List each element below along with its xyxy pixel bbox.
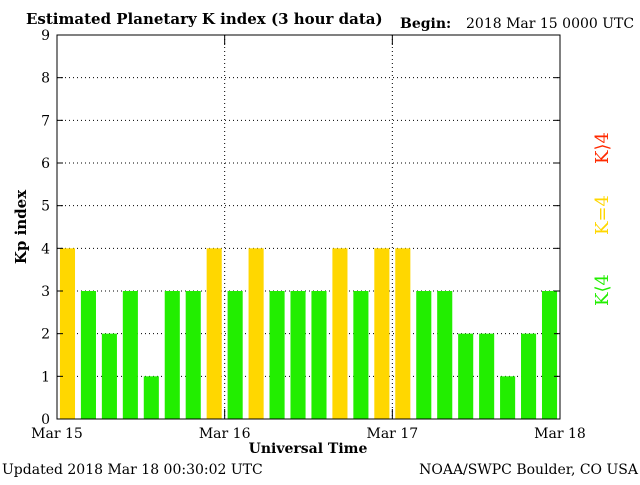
kp-bar — [521, 333, 537, 419]
kp-bar — [101, 333, 117, 419]
legend-equal: K=4 — [592, 195, 613, 235]
chart-title: Estimated Planetary K index (3 hour data… — [26, 10, 383, 28]
kp-bar — [290, 291, 306, 419]
x-axis-ticks: Mar 15 Mar 16 Mar 17 Mar 18 — [31, 35, 586, 442]
data-source: NOAA/SWPC Boulder, CO USA — [419, 462, 639, 478]
kp-bar — [395, 248, 411, 419]
y-axis-label: Kp index — [12, 189, 30, 264]
y-tick-label: 7 — [41, 113, 50, 129]
kp-bar — [164, 291, 180, 419]
kp-bar — [416, 291, 432, 419]
plot-frame — [56, 34, 561, 420]
y-tick-label: 5 — [41, 199, 50, 215]
y-tick-label: 8 — [41, 71, 50, 87]
y-tick-label: 4 — [41, 241, 50, 257]
y-tick-label: 6 — [41, 156, 50, 172]
y-tick-label: 9 — [41, 28, 50, 44]
kp-bar — [269, 291, 285, 419]
kp-bar — [206, 248, 222, 419]
kp-bar — [458, 333, 474, 419]
kp-bar — [479, 333, 495, 419]
y-tick-label: 2 — [41, 327, 50, 343]
begin-value: 2018 Mar 15 0000 UTC — [466, 16, 634, 32]
begin-label: Begin: — [400, 16, 451, 32]
kp-bar — [374, 248, 390, 419]
bar-series — [59, 248, 558, 419]
legend-low: K⟨4 — [592, 274, 613, 306]
kp-bar — [541, 291, 558, 419]
grid-lines — [57, 35, 560, 419]
kp-bar — [59, 248, 76, 419]
kp-bar — [185, 291, 201, 419]
x-tick-label: Mar 17 — [367, 426, 419, 442]
x-tick-label: Mar 15 — [31, 426, 83, 442]
kp-bar — [353, 291, 369, 419]
legend-high: K⟩4 — [592, 132, 613, 164]
kp-bar — [80, 291, 96, 419]
kp-bar — [500, 376, 516, 419]
kp-bar — [227, 291, 243, 419]
kp-bar — [332, 248, 348, 419]
kp-bar — [143, 376, 159, 419]
y-tick-label: 0 — [41, 412, 50, 428]
y-tick-label: 3 — [41, 284, 50, 300]
updated-timestamp: Updated 2018 Mar 18 00:30:02 UTC — [2, 462, 263, 478]
x-tick-label: Mar 16 — [199, 426, 251, 442]
y-tick-label: 1 — [41, 369, 50, 385]
kp-bar — [122, 291, 138, 419]
x-axis-label: Universal Time — [249, 441, 368, 457]
x-tick-label: Mar 18 — [534, 426, 586, 442]
kp-bar — [311, 291, 327, 419]
kp-bar — [437, 291, 453, 419]
kp-bar — [248, 248, 264, 419]
